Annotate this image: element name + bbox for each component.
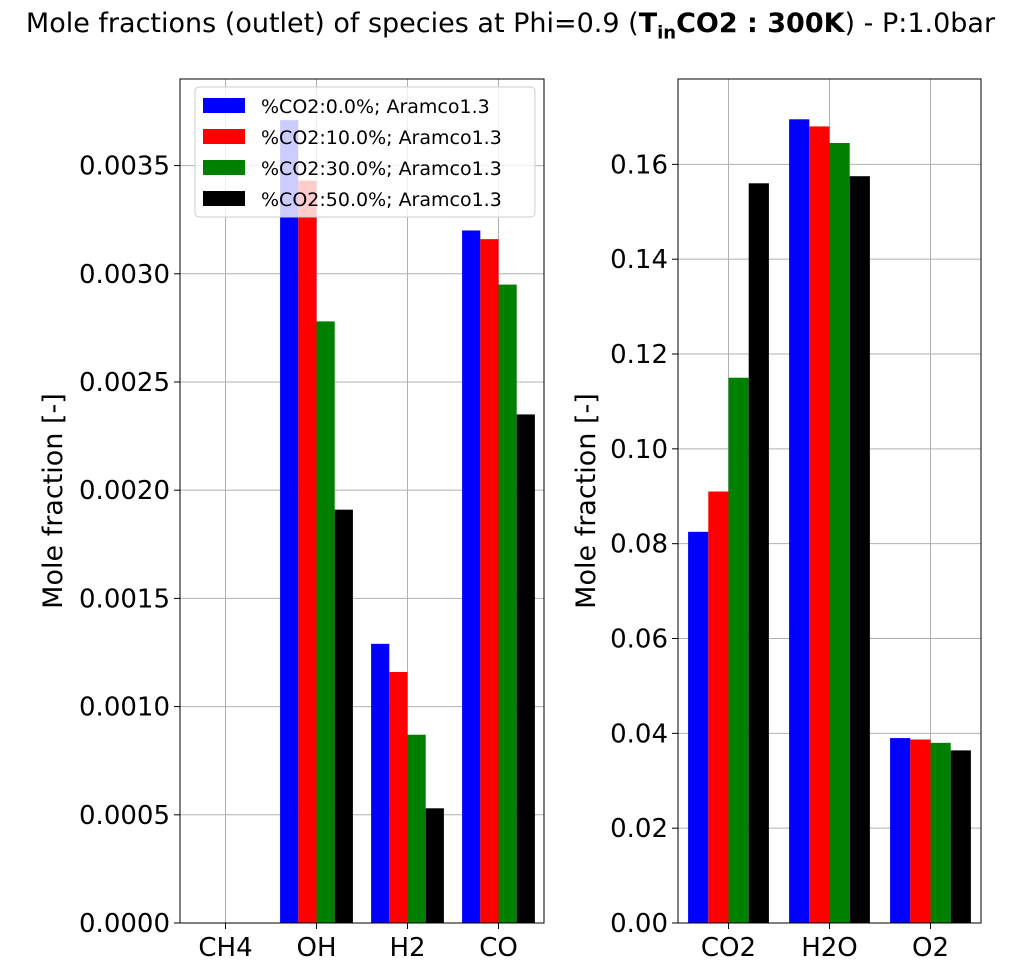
legend: %CO2:0.0%; Aramco1.3 %CO2:10.0%; Aramco1.… — [194, 86, 536, 218]
legend-entry: %CO2:10.0%; Aramco1.3 — [261, 127, 502, 149]
title-bold-main: T — [638, 8, 658, 39]
legend-box — [194, 86, 536, 218]
y-axis-label: Mole fraction [-] — [38, 393, 69, 609]
bar-oh-series-3 — [316, 321, 335, 923]
y-tick-label: 0.04 — [610, 719, 668, 749]
bar-oh-series-1 — [280, 120, 299, 924]
x-tick-label: O2 — [912, 933, 949, 963]
title-prefix: Mole fractions (outlet) of species at Ph… — [25, 8, 639, 39]
bar-h2-series-1 — [371, 643, 390, 923]
legend-entry: %CO2:30.0%; Aramco1.3 — [261, 158, 502, 180]
legend-swatch — [203, 129, 245, 144]
bar-o2-series-1 — [890, 738, 911, 923]
bar-o2-series-3 — [930, 742, 951, 923]
title-bold-rest: CO2 : 300K — [676, 8, 845, 39]
x-tick-label: CO2 — [701, 933, 756, 963]
y-axis-label: Mole fraction [-] — [571, 393, 602, 609]
y-tick-label: 0.14 — [610, 245, 668, 275]
y-tick-label: 0.0020 — [79, 476, 170, 506]
legend-swatch — [203, 191, 245, 206]
bar-co-series-3 — [498, 284, 517, 924]
y-tick-label: 0.06 — [610, 625, 668, 655]
y-tick-label: 0.16 — [610, 150, 668, 180]
x-tick-label: CH4 — [198, 933, 252, 963]
bar-co2-series-1 — [688, 531, 709, 923]
plot-frame — [179, 78, 545, 924]
bar-o2-series-4 — [950, 750, 971, 923]
bar-co2-series-3 — [728, 377, 749, 923]
title-suffix: ) - P:1.0bar — [844, 8, 996, 39]
bar-h2o-series-3 — [829, 143, 850, 923]
x-tick-label: CO — [479, 933, 518, 963]
bar-co-series-1 — [462, 230, 481, 923]
bar-h2o-series-2 — [809, 126, 830, 924]
bar-oh-series-4 — [334, 509, 353, 923]
y-tick-label: 0.0030 — [79, 260, 170, 290]
y-tick-label: 0.12 — [610, 340, 668, 370]
y-tick-label: 0.0010 — [79, 693, 170, 723]
subplot-1: 0.0000 0.0005 0.0010 0.0015 0.0020 0.0025 0.00… — [38, 78, 545, 963]
x-tick-label: H2 — [389, 933, 425, 963]
chart-title: Mole fractions (outlet) of species at Ph… — [0, 8, 1021, 43]
y-tick-label: 0.10 — [610, 435, 668, 465]
bar-o2-series-2 — [910, 739, 931, 923]
bar-h2o-series-1 — [789, 119, 810, 924]
bar-h2o-series-4 — [849, 176, 870, 923]
bar-co-series-4 — [516, 414, 535, 923]
y-tick-label: 0.08 — [610, 530, 668, 560]
y-tick-label: 0.02 — [610, 814, 668, 844]
bar-oh-series-2 — [298, 180, 317, 923]
subplot-2: 0.00 0.02 0.04 0.06 0.08 0.10 0.12 0.14 0.16 CO2 H… — [571, 78, 982, 963]
y-tick-label: 0.0005 — [79, 801, 170, 831]
y-tick-label: 0.0000 — [79, 909, 170, 939]
legend-swatch — [203, 98, 245, 113]
y-tick-label: 0.00 — [610, 909, 668, 939]
y-tick-label: 0.0025 — [79, 368, 170, 398]
bar-co2-series-4 — [748, 183, 769, 924]
x-tick-label: OH — [296, 933, 336, 963]
bar-h2-series-4 — [425, 808, 444, 923]
legend-entry: %CO2:0.0%; Aramco1.3 — [261, 96, 490, 118]
y-tick-label: 0.0035 — [79, 152, 170, 182]
title-bold-sub: in — [657, 22, 677, 44]
legend-entry: %CO2:50.0%; Aramco1.3 — [261, 189, 502, 211]
bar-h2-series-2 — [389, 671, 408, 923]
x-tick-label: H2O — [801, 933, 858, 963]
bar-co2-series-2 — [708, 491, 729, 923]
bar-h2-series-3 — [407, 734, 426, 923]
legend-swatch — [203, 160, 245, 175]
y-tick-label: 0.0015 — [79, 584, 170, 614]
bar-co-series-2 — [480, 239, 499, 924]
